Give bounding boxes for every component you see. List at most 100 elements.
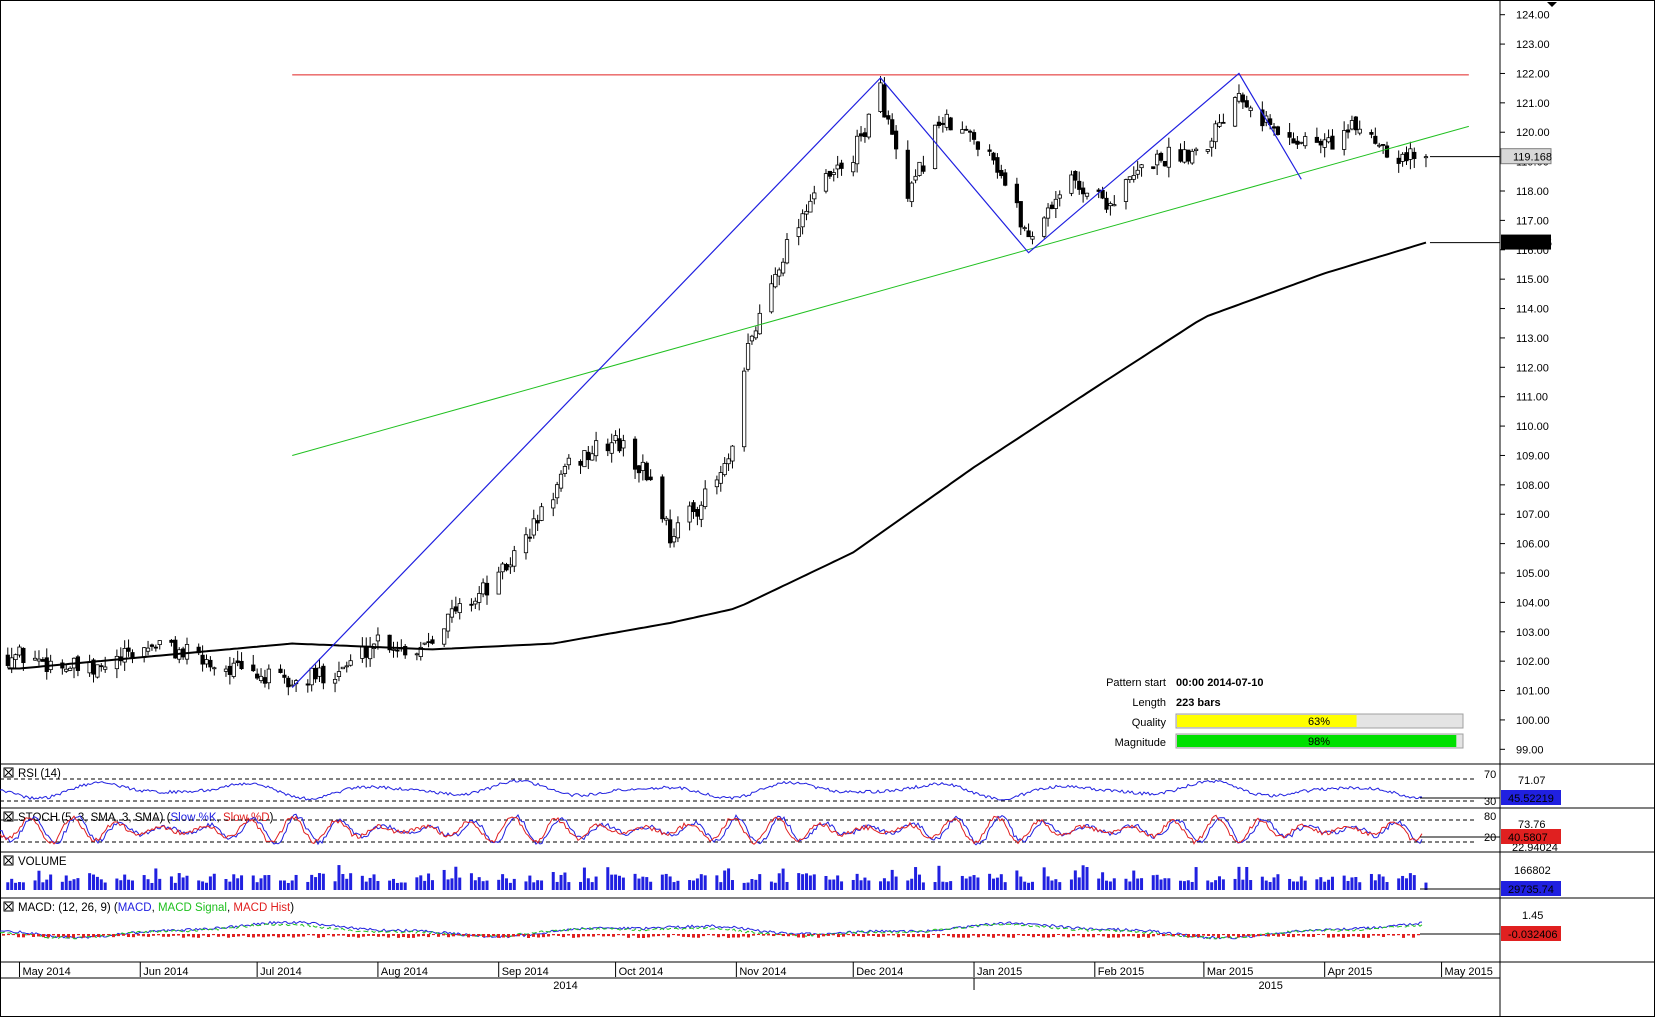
macd-hist-bar bbox=[677, 934, 680, 936]
candle-body bbox=[414, 653, 419, 656]
macd-hist-bar bbox=[967, 934, 970, 938]
volume-bar bbox=[442, 869, 446, 890]
candle-body bbox=[1186, 149, 1191, 162]
candle-body bbox=[1190, 150, 1195, 164]
macd-hist-bar bbox=[367, 934, 370, 936]
volume-bar bbox=[1217, 876, 1221, 890]
macd-hist-bar bbox=[392, 934, 395, 936]
candle-body bbox=[9, 657, 14, 669]
macd-hist-bar bbox=[1072, 934, 1075, 937]
last-price-label: 119.168 bbox=[1513, 152, 1552, 164]
macd-hist-bar bbox=[32, 934, 35, 937]
volume-bar bbox=[840, 881, 844, 890]
candle-body bbox=[753, 330, 758, 339]
candle-body bbox=[1026, 230, 1031, 238]
volume-bar bbox=[1221, 879, 1225, 890]
volume-bar bbox=[1288, 878, 1292, 890]
candle-body bbox=[149, 644, 155, 647]
volume-bar bbox=[364, 881, 368, 890]
candle-body bbox=[95, 664, 100, 678]
macd-hist-bar bbox=[427, 934, 430, 938]
volume-bar bbox=[532, 882, 536, 890]
volume-bar bbox=[785, 881, 789, 890]
candle-body bbox=[975, 141, 981, 150]
volume-bar bbox=[181, 877, 185, 890]
volume-bar bbox=[1373, 880, 1377, 890]
macd-hist-bar bbox=[262, 934, 265, 938]
volume-bar bbox=[1163, 878, 1167, 890]
volume-bar bbox=[633, 873, 637, 890]
macd-hist-bar bbox=[112, 934, 115, 938]
macd-hist-bar bbox=[277, 934, 280, 938]
volume-bar bbox=[1315, 879, 1319, 890]
candle-body bbox=[1217, 122, 1222, 127]
volume-bar bbox=[341, 874, 345, 890]
macd-hist-bar bbox=[332, 934, 335, 937]
macd-hist-bar bbox=[982, 934, 985, 936]
candle-body bbox=[586, 451, 591, 461]
volume-bar bbox=[1132, 870, 1136, 890]
panel-macd-header: MACD: (12, 26, 9) (MACD, MACD Signal, MA… bbox=[3, 901, 294, 914]
candle-body bbox=[1209, 140, 1214, 148]
volume-bar bbox=[824, 875, 828, 890]
price-tick-label: 124.00 bbox=[1516, 10, 1550, 22]
macd-hist-bar bbox=[1132, 934, 1135, 937]
volume-bar bbox=[1323, 881, 1327, 890]
volume-bar bbox=[754, 879, 758, 890]
candle-body bbox=[321, 665, 326, 684]
candle-body bbox=[262, 677, 268, 684]
macd-hist-bar bbox=[687, 934, 690, 938]
volume-bar bbox=[1128, 881, 1132, 890]
macd-hist-bar bbox=[1222, 934, 1225, 936]
candle-body bbox=[122, 647, 127, 663]
candle-body bbox=[1131, 175, 1136, 180]
macd-hist-bar bbox=[122, 934, 125, 936]
candle-body bbox=[940, 122, 945, 125]
macd-hist-bar bbox=[547, 934, 550, 937]
macd-hist-bar bbox=[932, 934, 935, 936]
macd-hist-bar bbox=[827, 934, 830, 936]
volume-bar bbox=[17, 882, 21, 890]
macd-hist-bar bbox=[1087, 934, 1090, 937]
candle-body bbox=[1330, 135, 1335, 150]
candle-body bbox=[664, 517, 669, 521]
volume-bar bbox=[555, 881, 559, 890]
volume-bar bbox=[419, 875, 423, 890]
candle-body bbox=[675, 522, 681, 539]
candle-body bbox=[827, 170, 832, 177]
volume-bar bbox=[801, 874, 805, 890]
volume-bar bbox=[536, 880, 540, 890]
volume-bar bbox=[255, 882, 259, 890]
macd-hist-bar bbox=[1332, 934, 1335, 938]
volume-bars bbox=[6, 865, 1428, 890]
candle-body bbox=[636, 465, 642, 474]
macd-hist-bar bbox=[67, 934, 70, 938]
macd-hist-bar bbox=[152, 934, 155, 936]
volume-bar bbox=[828, 879, 832, 890]
volume-bar bbox=[423, 880, 427, 890]
volume-bar bbox=[208, 876, 212, 890]
candle-body bbox=[745, 343, 751, 370]
volume-bar bbox=[851, 879, 855, 890]
candle-body bbox=[894, 130, 899, 150]
candle-body bbox=[777, 269, 782, 277]
volume-bar bbox=[676, 880, 680, 890]
candle-body bbox=[91, 659, 96, 675]
candle-body bbox=[1342, 130, 1347, 150]
macd-hist-bar bbox=[532, 934, 535, 937]
volume-bar bbox=[1358, 882, 1362, 890]
volume-bar bbox=[177, 873, 181, 890]
macd-hist-bar bbox=[407, 934, 410, 938]
macd-hist-bar bbox=[1317, 934, 1320, 936]
macd-hist-bar bbox=[1212, 934, 1215, 936]
candle-body bbox=[921, 165, 926, 172]
macd-hist-bar bbox=[142, 934, 145, 937]
volume-bar bbox=[660, 874, 664, 890]
macd-hist-bar bbox=[1037, 934, 1040, 936]
macd-hist-bar bbox=[1027, 934, 1030, 936]
price-tick-label: 111.00 bbox=[1516, 392, 1548, 404]
macd-hist-bar bbox=[497, 934, 500, 938]
volume-bar bbox=[995, 877, 999, 890]
candle-body bbox=[445, 613, 451, 632]
